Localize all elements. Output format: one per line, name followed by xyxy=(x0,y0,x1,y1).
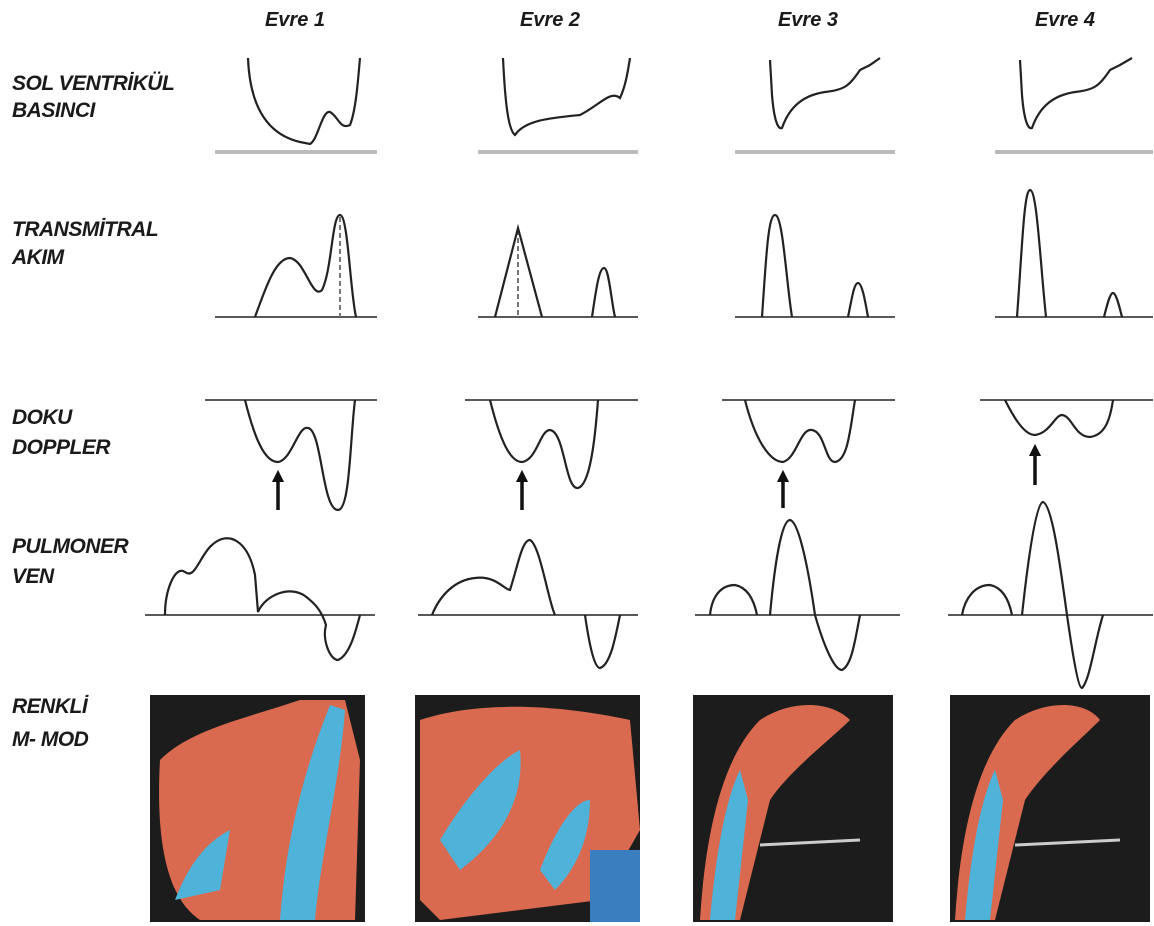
row-label: PULMONER xyxy=(12,535,130,558)
tissue-doppler xyxy=(205,400,1153,510)
row-label: AKIM xyxy=(11,246,65,269)
row-label: RENKLİ xyxy=(12,695,89,718)
row-label: VEN xyxy=(12,565,55,588)
column-headers: Evre 1 Evre 2 Evre 3 Evre 4 xyxy=(265,9,1095,31)
column-header: Evre 4 xyxy=(1035,9,1095,31)
row-label: BASINCI xyxy=(12,99,97,122)
row-label: M- MOD xyxy=(12,728,89,751)
color-m-mode xyxy=(150,695,1150,922)
column-header: Evre 1 xyxy=(265,9,325,31)
pulmonary-vein xyxy=(145,502,1153,688)
row-labels: SOL VENTRİKÜL BASINCI TRANSMİTRAL AKIM D… xyxy=(11,72,174,751)
column-header: Evre 3 xyxy=(778,9,838,31)
row-label: DOPPLER xyxy=(12,436,111,459)
column-header: Evre 2 xyxy=(520,9,580,31)
transmitral-flow xyxy=(215,190,1153,317)
diagram: Evre 1 Evre 2 Evre 3 Evre 4 SOL VENTRİKÜ… xyxy=(0,0,1154,926)
row-label: TRANSMİTRAL xyxy=(12,218,158,241)
lv-pressure xyxy=(215,58,1153,152)
row-label: SOL VENTRİKÜL xyxy=(12,72,174,95)
row-label: DOKU xyxy=(12,406,73,429)
